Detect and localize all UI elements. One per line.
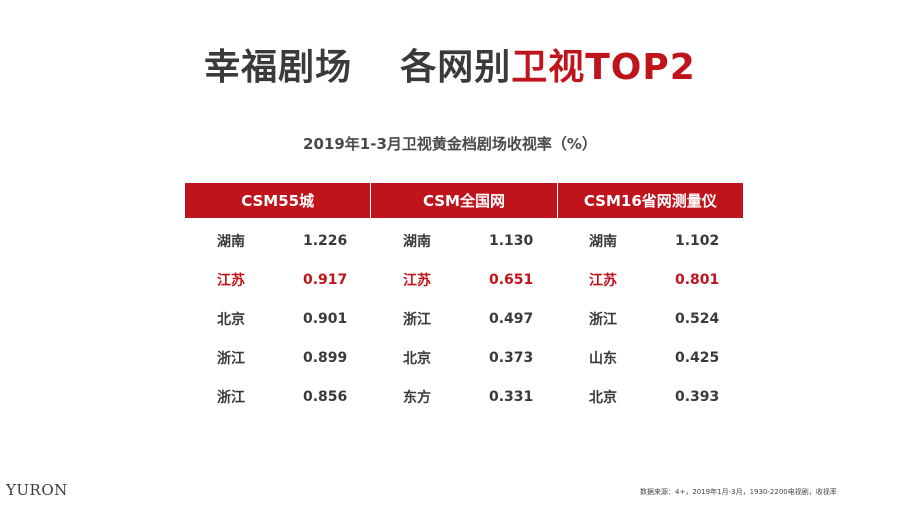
table-row: 浙江 0.899 北京 0.373 山东 0.425 — [185, 338, 743, 377]
table-cell-group: 江苏 0.917 — [185, 260, 371, 299]
slide-title: 幸福剧场 各网别卫视TOP2 — [0, 38, 900, 90]
data-source-note: 数据来源：4+，2019年1月-3月，1930-2200电视剧，收视率 — [640, 488, 837, 496]
rating-value: 0.393 — [675, 388, 720, 405]
channel-name: 湖南 — [403, 233, 431, 250]
table-cell-group: 浙江 0.856 — [185, 377, 371, 416]
channel-name: 湖南 — [589, 233, 617, 250]
yuron-logo: YURON — [6, 481, 68, 499]
header-csm55: CSM55城 — [185, 183, 372, 218]
table-cell-group: 江苏 0.651 — [371, 260, 557, 299]
header-csm16: CSM16省网测量仪 — [583, 192, 717, 210]
title-part-2: 各网别 — [400, 47, 512, 88]
channel-name: 浙江 — [217, 350, 245, 367]
table-cell-group: 北京 0.373 — [371, 338, 557, 377]
table-row: 浙江 0.856 东方 0.331 北京 0.393 — [185, 377, 743, 416]
table-header-row: CSM55城 CSM全国网 CSM16省网测量仪 — [185, 183, 743, 218]
channel-name: 江苏 — [403, 272, 431, 289]
channel-name: 浙江 — [217, 389, 245, 406]
table-cell-group: 东方 0.331 — [371, 377, 557, 416]
rating-value: 1.102 — [675, 232, 720, 249]
channel-name: 湖南 — [217, 233, 245, 250]
table-cell-group: 北京 0.901 — [185, 299, 371, 338]
rating-value: 0.373 — [489, 349, 534, 366]
title-part-1: 幸福剧场 — [204, 47, 353, 88]
channel-name: 山东 — [589, 350, 617, 367]
table-cell-group: 浙江 0.899 — [185, 338, 371, 377]
rating-value: 0.917 — [303, 271, 348, 288]
rating-value: 0.651 — [489, 271, 534, 288]
table-cell-group: 江苏 0.801 — [557, 260, 743, 299]
rating-value: 1.226 — [303, 232, 348, 249]
rating-value: 0.899 — [303, 349, 348, 366]
table-subtitle: 2019年1-3月卫视黄金档剧场收视率（%） — [303, 135, 597, 153]
channel-name: 北京 — [217, 311, 245, 328]
rating-value: 0.901 — [303, 310, 348, 327]
table-cell-group: 湖南 1.226 — [185, 221, 371, 260]
table-row: 湖南 1.226 湖南 1.130 湖南 1.102 — [185, 221, 743, 260]
table-cell-group: 浙江 0.497 — [371, 299, 557, 338]
channel-name: 北京 — [403, 350, 431, 367]
table-cell-group: 湖南 1.102 — [557, 221, 743, 260]
table-cell-group: 北京 0.393 — [557, 377, 743, 416]
table-row: 北京 0.901 浙江 0.497 浙江 0.524 — [185, 299, 743, 338]
title-part-3: TOP2 — [585, 47, 696, 88]
channel-name: 东方 — [403, 389, 431, 406]
table-cell-group: 山东 0.425 — [557, 338, 743, 377]
rating-value: 0.425 — [675, 349, 720, 366]
table-row: 江苏 0.917 江苏 0.651 江苏 0.801 — [185, 260, 743, 299]
table-cell-group: 湖南 1.130 — [371, 221, 557, 260]
rating-value: 0.331 — [489, 388, 534, 405]
channel-name: 北京 — [589, 389, 617, 406]
rating-value: 0.497 — [489, 310, 534, 327]
channel-name: 浙江 — [403, 311, 431, 328]
header-csm-national: CSM全国网 — [371, 183, 558, 218]
channel-name: 浙江 — [589, 311, 617, 328]
table-cell-group: 浙江 0.524 — [557, 299, 743, 338]
channel-name: 江苏 — [589, 272, 617, 289]
table-body: 湖南 1.226 湖南 1.130 湖南 1.102 江苏 0.917 江苏 0.651 江苏 0.8… — [185, 221, 743, 416]
title-accent: 卫视 — [511, 47, 586, 88]
rating-value: 0.856 — [303, 388, 348, 405]
ranking-table: CSM55城 CSM全国网 CSM16省网测量仪 湖南 1.226 湖南 1.130 湖… — [185, 183, 743, 416]
channel-name: 江苏 — [217, 272, 245, 289]
rating-value: 0.524 — [675, 310, 720, 327]
rating-value: 0.801 — [675, 271, 720, 288]
rating-value: 1.130 — [489, 232, 534, 249]
